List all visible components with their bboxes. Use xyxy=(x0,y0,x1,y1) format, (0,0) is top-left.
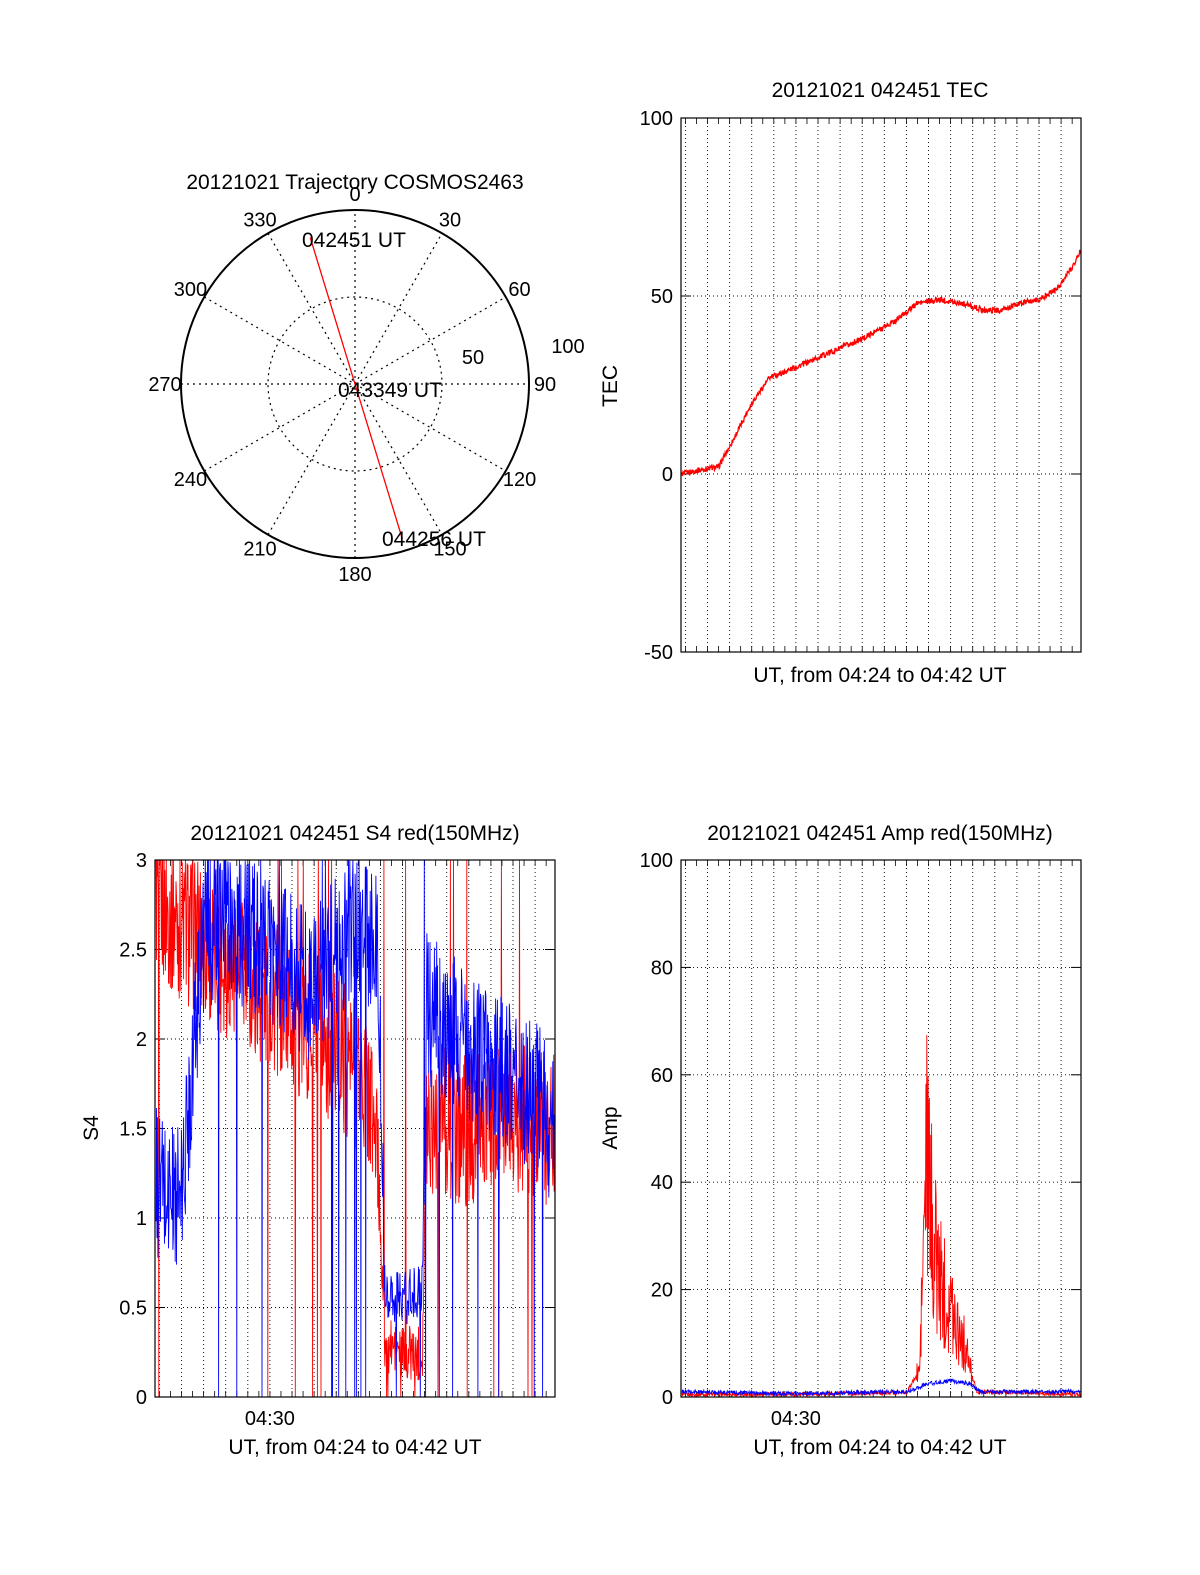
polar-angle-label: 270 xyxy=(148,374,181,396)
amp-xlabel: UT, from 04:24 to 04:42 UT xyxy=(753,1436,1006,1459)
trajectory-start-label: 042451 UT xyxy=(302,229,406,252)
s4-plot-frame xyxy=(154,859,556,1398)
x-tick-label: 04:30 xyxy=(245,1408,295,1430)
s4-series xyxy=(155,859,556,1398)
polar-inner-circle xyxy=(267,296,443,472)
y-tick-label: 60 xyxy=(651,1065,673,1087)
s4-series-blue xyxy=(155,859,556,1398)
y-tick-label: 1 xyxy=(136,1208,147,1230)
amp-ylabel: Amp xyxy=(599,1106,622,1149)
polar-angle-label: 330 xyxy=(243,209,276,231)
polar-radius-label-100: 100 xyxy=(551,336,584,358)
amp-series-red xyxy=(681,1035,1082,1399)
y-tick-label: 20 xyxy=(651,1280,673,1302)
tec-y-ticks: 100 50 0 -50 xyxy=(640,108,1081,664)
tec-xlabel: UT, from 04:24 to 04:42 UT xyxy=(753,664,1006,687)
trajectory-title: 20121021 Trajectory COSMOS2463 xyxy=(186,171,523,194)
y-tick-label: 2.5 xyxy=(119,940,147,962)
polar-angle-label: 90 xyxy=(534,374,556,396)
trajectory-mid-label: 043349 UT xyxy=(338,379,442,402)
polar-angle-label: 60 xyxy=(508,279,530,301)
s4-ylabel: S4 xyxy=(80,1115,103,1141)
s4-panel: 20121021 042451 S4 red(150MHz) UT, from … xyxy=(80,822,556,1459)
y-tick-label: 50 xyxy=(651,286,673,308)
y-tick-label: -50 xyxy=(644,642,673,664)
amp-panel: 20121021 042451 Amp red(150MHz) UT, from… xyxy=(599,822,1082,1459)
polar-angle-label: 0 xyxy=(349,184,360,206)
y-tick-label: 2 xyxy=(136,1029,147,1051)
y-tick-label: 80 xyxy=(651,957,673,979)
amp-y-ticks: 100 80 60 40 20 0 xyxy=(640,850,1081,1409)
tec-panel: 20121021 042451 TEC UT, from 04:24 to 04… xyxy=(599,79,1082,687)
amp-grid xyxy=(681,860,1081,1397)
tec-ylabel: TEC xyxy=(599,365,622,407)
y-tick-label: 0 xyxy=(662,1387,673,1409)
amp-series xyxy=(681,1035,1082,1399)
s4-title: 20121021 042451 S4 red(150MHz) xyxy=(190,822,519,845)
y-tick-label: 1.5 xyxy=(119,1119,147,1141)
polar-angle-label: 30 xyxy=(439,209,461,231)
y-tick-label: 0 xyxy=(136,1387,147,1409)
y-tick-label: 40 xyxy=(651,1172,673,1194)
amp-plot-frame xyxy=(680,859,1082,1398)
amp-title: 20121021 042451 Amp red(150MHz) xyxy=(707,822,1053,845)
amp-x-ticks: 04:30 xyxy=(685,860,1073,1430)
polar-angle-labels: 0 30 60 90 120 150 180 210 240 270 300 330 xyxy=(148,184,556,586)
tec-series-red xyxy=(681,249,1082,477)
tec-grid xyxy=(681,118,1081,652)
amp-series-blue xyxy=(681,1378,1082,1398)
tec-series xyxy=(681,249,1082,477)
y-tick-label: 0 xyxy=(662,464,673,486)
tec-title: 20121021 042451 TEC xyxy=(772,79,989,102)
x-tick-label: 04:30 xyxy=(771,1408,821,1430)
y-tick-label: 3 xyxy=(136,850,147,872)
polar-angle-label: 180 xyxy=(338,564,371,586)
y-tick-label: 100 xyxy=(640,850,673,872)
polar-angle-label: 210 xyxy=(243,539,276,561)
y-tick-label: 0.5 xyxy=(119,1298,147,1320)
s4-xlabel: UT, from 04:24 to 04:42 UT xyxy=(228,1436,481,1459)
y-tick-label: 100 xyxy=(640,108,673,130)
trajectory-panel: 20121021 Trajectory COSMOS2463 0 30 60 90 12… xyxy=(148,171,584,586)
polar-angle-label: 240 xyxy=(174,469,207,491)
polar-angle-label: 300 xyxy=(174,279,207,301)
tec-plot-frame xyxy=(680,117,1082,653)
trajectory-end-label: 044256 UT xyxy=(382,528,486,551)
polar-angle-label: 120 xyxy=(503,469,536,491)
polar-radius-label-50: 50 xyxy=(462,347,484,369)
polar-angle-label: 150 xyxy=(433,539,466,561)
tec-x-ticks xyxy=(685,118,1073,652)
trajectory-track-line xyxy=(309,237,403,539)
